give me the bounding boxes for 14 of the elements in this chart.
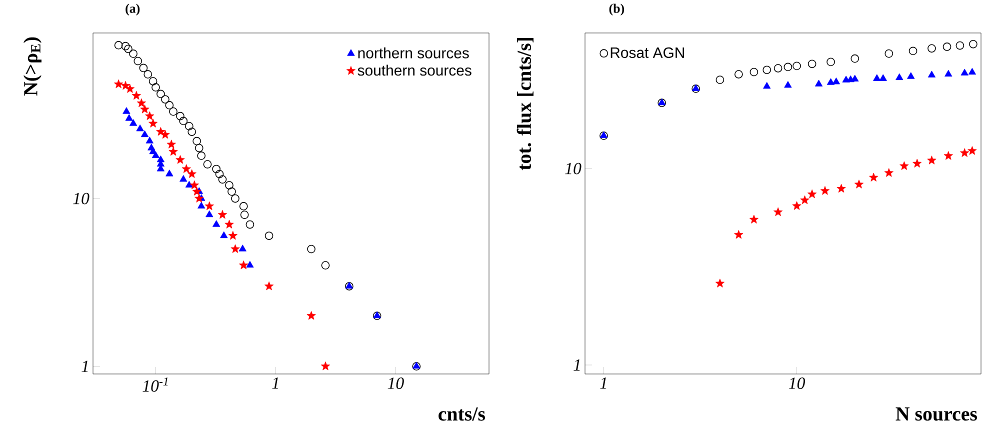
x-tick-label: 1 (600, 378, 606, 389)
x-tick-label: 10 (388, 378, 404, 389)
x-tick-label: 10 (788, 378, 806, 389)
chart-title: (a) (126, 4, 140, 16)
chart-title: (b) (609, 4, 624, 16)
y-axis-title: N(>ρ$_{E}$) (23, 37, 42, 96)
legend-label: southern sources (358, 64, 472, 76)
x-tick-label: 10$^{-1}$ (142, 378, 168, 392)
legend-label: Rosat AGN (610, 47, 684, 58)
x-axis-title: cnts/s (438, 407, 485, 421)
x-tick-label: 1 (272, 378, 278, 389)
x-axis-title: N sources (896, 407, 977, 421)
legend-label: northern sources (358, 47, 469, 58)
y-axis-title: tot. flux [cnts/s] (516, 38, 534, 170)
